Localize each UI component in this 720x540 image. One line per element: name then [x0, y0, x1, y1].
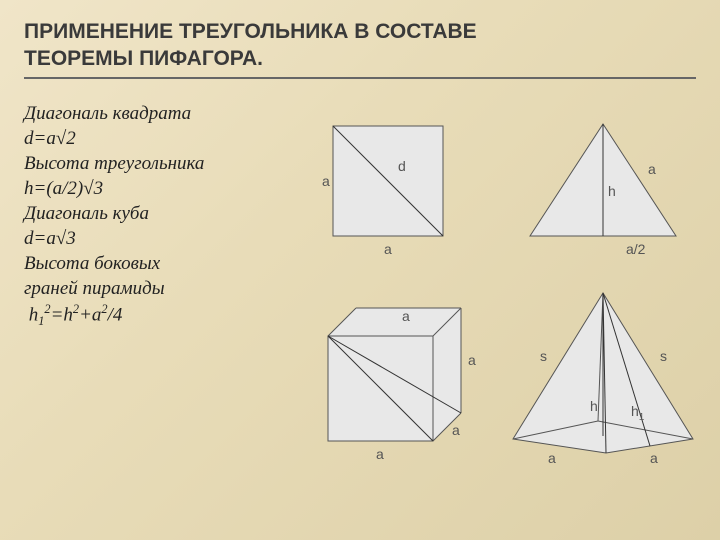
- pyr-height-label-2: граней пирамиды: [24, 276, 284, 301]
- cube-diag-label: Диагональ куба: [24, 201, 284, 226]
- square-label-a-left: a: [322, 173, 330, 189]
- diagram-square: a d a: [308, 106, 478, 266]
- tri-height-formula: h=(a/2)√3: [24, 176, 284, 201]
- pyr-label-h: h: [590, 398, 598, 414]
- square-diag-label: Диагональ квадрата: [24, 101, 284, 126]
- cube-label-a-edge: a: [452, 422, 460, 438]
- pyr-height-formula: h12=h2+a2/4: [24, 301, 284, 329]
- cube-label-a-bottom: a: [376, 446, 384, 462]
- diagram-pyramid: s s h h1 a a: [498, 281, 708, 471]
- formulas-column: Диагональ квадрата d=a√2 Высота треуголь…: [24, 101, 284, 471]
- tri-label-a: a: [648, 161, 656, 177]
- square-label-a-bottom: a: [384, 241, 392, 257]
- pyr-label-s-left: s: [540, 348, 547, 364]
- tri-label-a2: a/2: [626, 241, 646, 257]
- diagram-triangle: a h a/2: [508, 106, 698, 266]
- pyr-label-a-left: a: [548, 450, 556, 466]
- pyr-label-a-right: a: [650, 450, 658, 466]
- pyr-label-s-right: s: [660, 348, 667, 364]
- pyr-height-label-1: Высота боковых: [24, 251, 284, 276]
- diagrams-grid: a d a a h a/2 a a a: [298, 101, 708, 471]
- diagram-cube: a a a a: [298, 281, 488, 471]
- tri-label-h: h: [608, 183, 616, 199]
- square-label-d: d: [398, 158, 406, 174]
- title-line-1: ПРИМЕНЕНИЕ ТРЕУГОЛЬНИКА В СОСТАВЕ: [24, 20, 477, 43]
- cube-label-a-top: a: [402, 308, 410, 324]
- tri-height-label: Высота треугольника: [24, 151, 284, 176]
- cube-label-a-right: a: [468, 352, 476, 368]
- content-area: Диагональ квадрата d=a√2 Высота треуголь…: [24, 101, 696, 471]
- square-diag-formula: d=a√2: [24, 126, 284, 151]
- title-line-2: ТЕОРЕМЫ ПИФАГОРА.: [24, 47, 263, 70]
- title-underline: [24, 77, 696, 79]
- cube-diag-formula: d=a√3: [24, 226, 284, 251]
- page-title: ПРИМЕНЕНИЕ ТРЕУГОЛЬНИКА В СОСТАВЕ ТЕОРЕМ…: [24, 18, 696, 73]
